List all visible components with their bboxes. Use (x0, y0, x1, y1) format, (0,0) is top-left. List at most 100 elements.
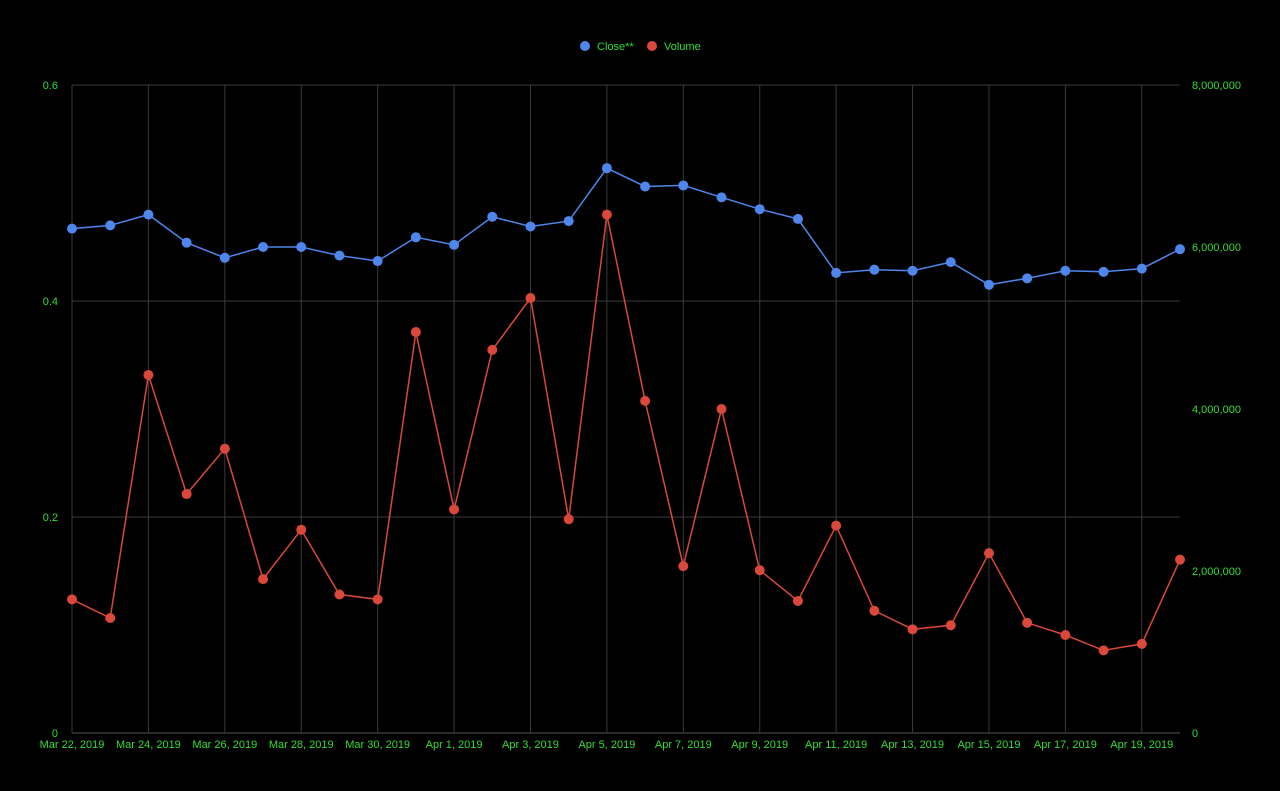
data-point-volume[interactable] (258, 574, 269, 585)
data-point-volume[interactable] (525, 293, 536, 304)
data-point-close[interactable] (410, 232, 421, 243)
data-point-close[interactable] (869, 264, 880, 275)
x-axis-tick-label: Apr 11, 2019 (805, 739, 867, 751)
data-point-close[interactable] (792, 213, 803, 224)
data-point-close[interactable] (258, 242, 269, 252)
data-point-close[interactable] (143, 209, 154, 220)
x-axis-tick-label: Mar 28, 2019 (269, 739, 334, 751)
data-point-close[interactable] (449, 239, 460, 250)
series-layer (67, 163, 1185, 656)
x-axis-tick-label: Mar 26, 2019 (192, 739, 257, 751)
data-point-close[interactable] (1022, 273, 1033, 284)
data-point-close[interactable] (334, 250, 345, 261)
data-point-volume[interactable] (831, 520, 842, 531)
data-point-volume[interactable] (334, 589, 345, 600)
left-axis-tick-label: 0.4 (43, 296, 58, 308)
data-point-close[interactable] (487, 211, 498, 222)
data-point-volume[interactable] (678, 561, 689, 572)
series-line-volume (71, 214, 1181, 652)
data-point-volume[interactable] (181, 489, 192, 500)
right-axis: 0 2,000,000 4,000,000 6,000,000 8,000,000 (1192, 80, 1241, 740)
x-axis-tick-label: Mar 24, 2019 (116, 739, 181, 751)
legend-label-close: Close** (597, 41, 634, 53)
left-axis-tick-label: 0.6 (43, 80, 58, 92)
x-axis-tick-label: Apr 15, 2019 (957, 739, 1020, 751)
data-point-close[interactable] (640, 181, 651, 192)
data-point-close[interactable] (1136, 263, 1147, 274)
left-axis-tick-label: 0.2 (43, 512, 58, 524)
x-axis-tick-label: Apr 9, 2019 (731, 739, 788, 751)
data-point-volume[interactable] (1022, 617, 1033, 628)
right-axis-tick-label: 6,000,000 (1192, 242, 1241, 254)
data-point-volume[interactable] (945, 620, 956, 631)
data-point-volume[interactable] (1098, 645, 1109, 656)
data-point-volume[interactable] (792, 595, 803, 606)
data-point-close[interactable] (754, 204, 765, 215)
data-point-close[interactable] (67, 223, 77, 234)
data-point-volume[interactable] (143, 369, 154, 380)
data-point-close[interactable] (181, 237, 192, 248)
data-point-close[interactable] (296, 242, 307, 252)
legend-item-volume[interactable]: Volume (647, 41, 701, 53)
data-point-volume[interactable] (1136, 638, 1147, 649)
legend[interactable]: Close** Volume (580, 41, 701, 53)
data-point-volume[interactable] (716, 404, 727, 414)
data-point-close[interactable] (525, 221, 536, 232)
data-point-close[interactable] (1060, 265, 1071, 276)
data-point-close[interactable] (105, 220, 116, 231)
x-axis-tick-label: Apr 3, 2019 (502, 739, 559, 751)
series-volume (67, 209, 1185, 656)
x-axis-tick-label: Mar 30, 2019 (345, 739, 410, 751)
data-point-close[interactable] (1098, 266, 1109, 277)
data-point-volume[interactable] (563, 514, 574, 525)
data-point-close[interactable] (831, 267, 842, 278)
x-axis-tick-label: Mar 22, 2019 (40, 739, 105, 751)
legend-marker-close (580, 41, 590, 51)
left-axis-tick-label: 0 (52, 728, 58, 740)
data-point-volume[interactable] (67, 594, 77, 605)
data-point-close[interactable] (678, 180, 689, 191)
x-axis-tick-label: Apr 5, 2019 (578, 739, 635, 751)
data-point-volume[interactable] (1175, 554, 1185, 565)
data-point-close[interactable] (907, 265, 918, 276)
x-axis-tick-label: Apr 7, 2019 (655, 739, 712, 751)
data-point-close[interactable] (563, 216, 574, 227)
data-point-close[interactable] (716, 192, 727, 203)
data-point-volume[interactable] (754, 565, 765, 576)
data-point-close[interactable] (601, 163, 612, 174)
series-close (67, 163, 1185, 290)
data-point-volume[interactable] (449, 504, 460, 515)
data-point-volume[interactable] (410, 327, 421, 338)
data-point-volume[interactable] (372, 594, 383, 605)
data-point-volume[interactable] (296, 524, 307, 535)
series-line-close (71, 167, 1181, 286)
data-point-volume[interactable] (640, 395, 651, 406)
x-axis-tick-label: Apr 17, 2019 (1034, 739, 1097, 751)
x-axis: Mar 22, 2019 Mar 24, 2019 Mar 26, 2019 Mar … (40, 739, 1174, 751)
legend-marker-volume (647, 41, 657, 51)
data-point-volume[interactable] (105, 612, 116, 623)
data-point-volume[interactable] (983, 548, 994, 559)
right-axis-tick-label: 8,000,000 (1192, 80, 1241, 92)
data-point-volume[interactable] (1060, 629, 1071, 640)
data-point-volume[interactable] (907, 624, 918, 635)
x-axis-tick-label: Apr 19, 2019 (1110, 739, 1173, 751)
data-point-close[interactable] (1175, 244, 1185, 255)
x-axis-tick-label: Apr 1, 2019 (426, 739, 483, 751)
legend-item-close[interactable]: Close** (580, 41, 634, 53)
left-axis: 0 0.2 0.4 0.6 (43, 80, 58, 740)
data-point-close[interactable] (219, 252, 230, 263)
data-point-close[interactable] (372, 256, 383, 267)
data-point-volume[interactable] (869, 605, 880, 616)
grid-layer (71, 84, 1180, 734)
right-axis-tick-label: 4,000,000 (1192, 404, 1241, 416)
data-point-close[interactable] (945, 257, 956, 268)
data-point-close[interactable] (983, 279, 994, 290)
data-point-volume[interactable] (219, 443, 230, 454)
data-point-volume[interactable] (601, 209, 612, 220)
data-point-volume[interactable] (487, 344, 498, 355)
right-axis-tick-label: 2,000,000 (1192, 566, 1241, 578)
x-axis-tick-label: Apr 13, 2019 (881, 739, 944, 751)
